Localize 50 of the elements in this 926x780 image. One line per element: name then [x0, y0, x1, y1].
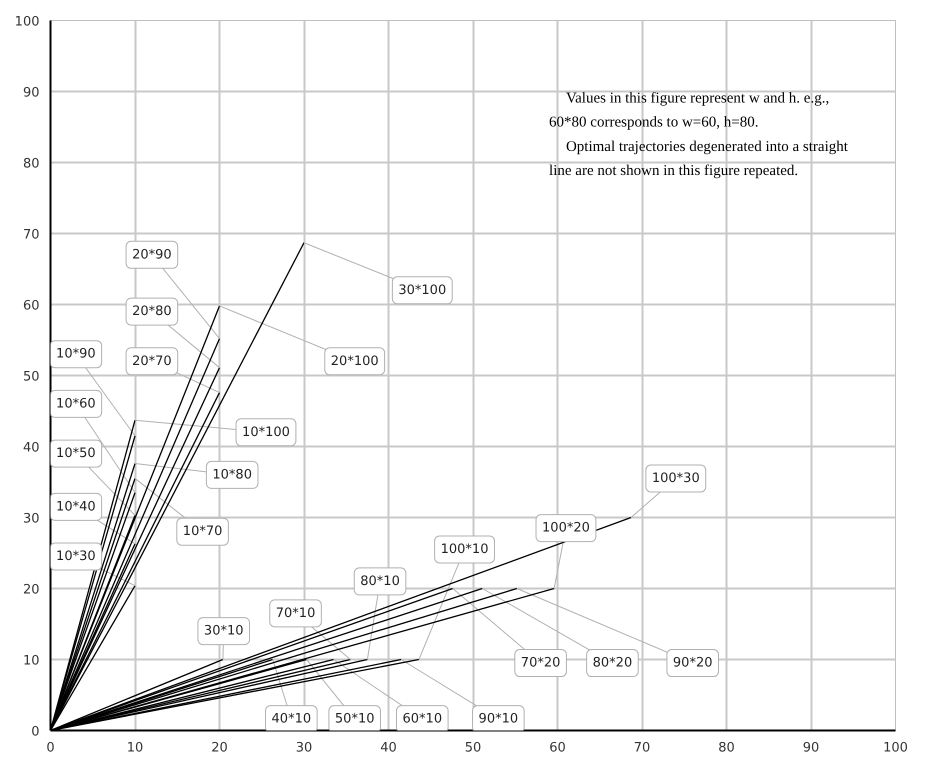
x-tick-label: 40: [380, 740, 397, 756]
text: 40*10: [272, 712, 312, 727]
y-tick-label: 90: [22, 86, 40, 100]
x-tick-label: 60: [549, 740, 566, 756]
x-tick-label: 70: [634, 740, 650, 756]
x-tick-label: 90: [802, 740, 820, 756]
text: 60*10: [402, 712, 442, 727]
x-tick-label: 0: [46, 740, 55, 756]
text: 10*80: [212, 467, 252, 482]
text: 90*10: [478, 712, 518, 727]
x-tick-label: 50: [464, 740, 482, 756]
y-tick-label: 60: [22, 298, 40, 314]
text: 30*100: [398, 282, 446, 298]
y-tick-label: 30: [22, 512, 40, 526]
annotation: Values in this figure represent w and h. e.g., 60*80 corresponds to w=60, h=80.: [549, 90, 830, 131]
text: 100*30: [652, 470, 700, 486]
text: 10*70: [182, 524, 222, 540]
y-tick-label: 100: [14, 14, 40, 30]
text: 20*70: [132, 354, 172, 369]
text: 100*10: [440, 542, 488, 557]
text: 50*10: [334, 712, 374, 727]
y-tick-label: 0: [31, 724, 40, 740]
text: 20*100: [330, 354, 379, 369]
y-tick-label: 10: [22, 654, 40, 668]
y-tick-label: 20: [22, 582, 40, 598]
text: 20*80: [132, 304, 172, 320]
text: 10*60: [56, 396, 96, 412]
text: 70*10: [276, 606, 316, 621]
x-tick-label: 10: [126, 740, 144, 756]
text: 10*30: [56, 549, 96, 564]
text: 10*100: [242, 424, 290, 440]
text: 10*90: [56, 346, 96, 362]
text: 70*20: [520, 656, 560, 671]
text: 80*10: [360, 574, 400, 589]
y-tick-label: 50: [22, 370, 40, 384]
text: 30*10: [204, 624, 244, 639]
text: 90*20: [672, 656, 712, 671]
x-tick-label: 80: [718, 740, 735, 756]
y-tick-label: 80: [22, 156, 40, 172]
x-tick-label: 30: [296, 740, 312, 756]
x-tick-label: 100: [883, 740, 908, 756]
text: 20*90: [132, 247, 172, 262]
text: 10*50: [56, 446, 96, 462]
x-tick-label: 20: [211, 740, 228, 756]
annotation: Optimal trajectories degenerated into a straight line are not shown in this figure repeated.: [549, 138, 849, 180]
y-tick-label: 40: [22, 440, 40, 456]
text: 10*40: [56, 499, 96, 514]
text: 100*20: [542, 520, 590, 536]
y-tick-label: 70: [22, 228, 40, 242]
text: 80*20: [592, 656, 632, 671]
